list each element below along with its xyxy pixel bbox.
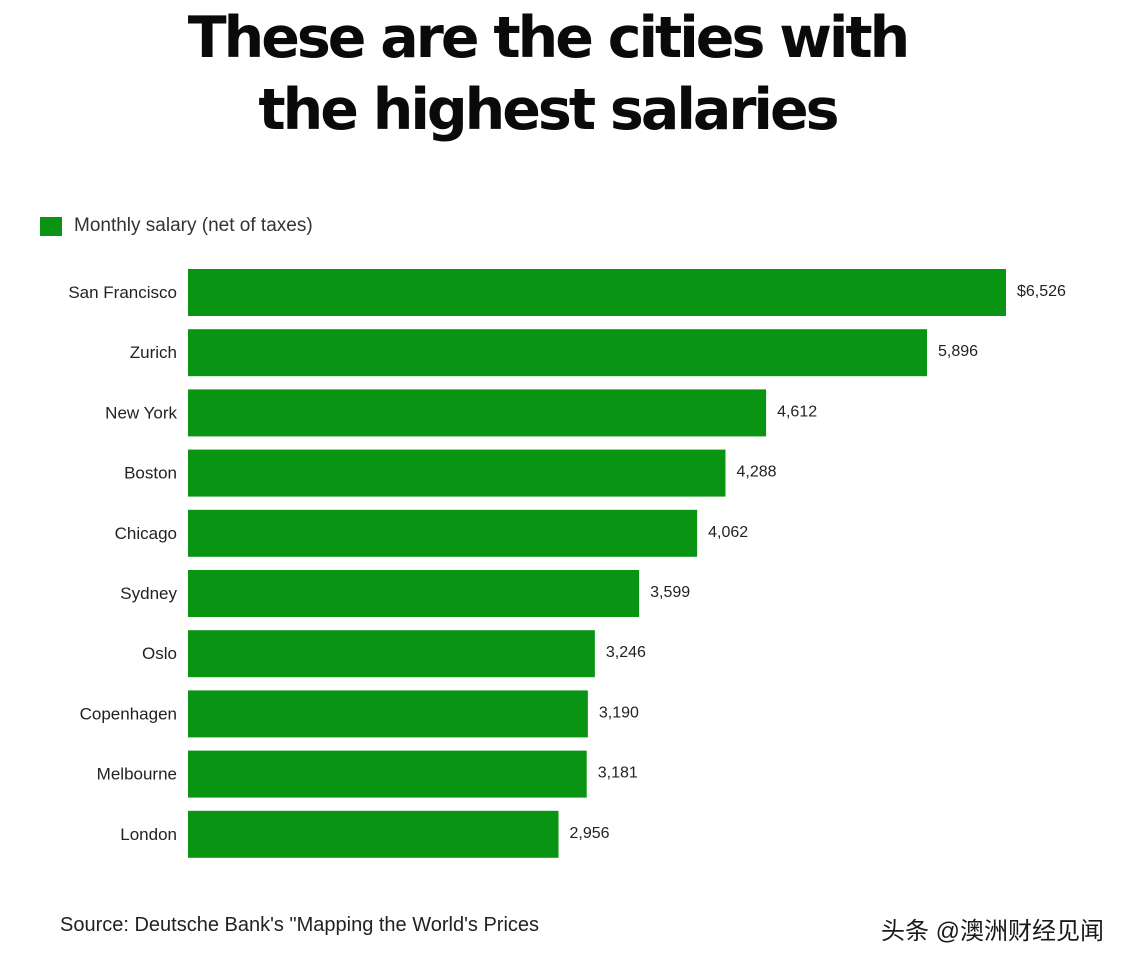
legend-label: Monthly salary (net of taxes): [74, 215, 313, 236]
value-label: 5,896: [938, 343, 978, 360]
value-label: 4,612: [777, 403, 817, 420]
chart-title: These are the cities with the highest sa…: [0, 2, 1095, 146]
bar-oslo: [188, 630, 595, 678]
category-label: New York: [105, 403, 177, 422]
value-label: 3,246: [606, 644, 646, 661]
watermark: 头条 @澳洲财经见闻: [880, 918, 1104, 945]
chart-legend: Monthly salary (net of taxes): [40, 213, 313, 239]
chart-title-line-2: the highest salaries: [258, 77, 839, 143]
value-label: $6,526: [1017, 283, 1066, 300]
category-label: San Francisco: [68, 283, 177, 302]
bar-boston: [188, 449, 726, 497]
category-label: Oslo: [142, 644, 177, 663]
source-note: Source: Deutsche Bank's "Mapping the Wor…: [60, 914, 540, 936]
category-label: Chicago: [115, 524, 177, 543]
value-label: 2,956: [570, 825, 610, 842]
bar-new-york: [188, 389, 767, 437]
value-label: 4,062: [708, 524, 748, 541]
bar-chicago: [188, 509, 698, 557]
category-label: Copenhagen: [80, 704, 177, 723]
category-label: Zurich: [130, 343, 177, 362]
value-label: 3,599: [650, 584, 690, 601]
bar-copenhagen: [188, 690, 588, 738]
bar-sydney: [188, 570, 640, 617]
value-label: 3,181: [598, 765, 638, 782]
bar-san-francisco: [188, 269, 1006, 316]
category-label: Boston: [124, 464, 177, 483]
legend-swatch: [40, 216, 62, 236]
bar-zurich: [188, 329, 928, 377]
value-label: 4,288: [736, 464, 776, 481]
bar-london: [188, 810, 559, 858]
category-label: Melbourne: [97, 765, 177, 784]
chart-title-line-1: These are the cities with: [187, 5, 911, 71]
category-label: London: [120, 825, 177, 844]
category-label: Sydney: [120, 584, 177, 603]
value-label: 3,190: [599, 704, 639, 721]
bar-melbourne: [188, 750, 587, 798]
